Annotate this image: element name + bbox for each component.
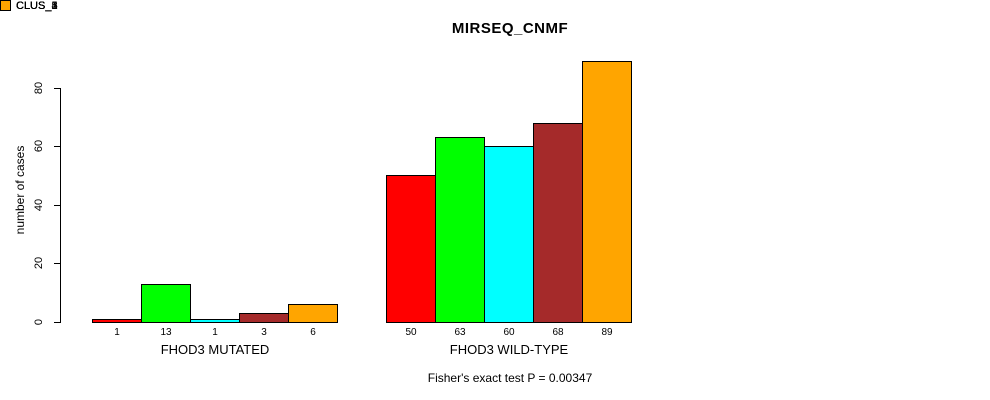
bar-clus-5-fhod3-mutated: [288, 304, 338, 323]
legend-item-clus-5: CLUS_5: [0, 0, 990, 55]
y-axis-tick: [54, 146, 60, 147]
fisher-test-annotation: Fisher's exact test P = 0.00347: [427, 371, 593, 385]
y-axis-tick: [54, 322, 60, 323]
legend-item-clus-4: CLUS_4: [0, 0, 990, 44]
legend-item-clus-2: CLUS_2: [0, 0, 990, 22]
y-axis-tick: [54, 88, 60, 89]
category-label-fhod3-wild-type: FHOD3 WILD-TYPE: [449, 342, 569, 357]
bar-clus-2-fhod3-mutated: [141, 284, 191, 323]
legend-label-clus-2: CLUS_2: [16, 0, 58, 12]
bar-value-label: 1: [212, 327, 218, 338]
bar-value-label: 50: [405, 327, 417, 338]
bar-value-label: 3: [261, 327, 267, 338]
legend-item-clus-1: CLUS_1: [0, 0, 990, 12]
legend-label-clus-1: CLUS_1: [16, 0, 58, 12]
bar-value-label: 13: [160, 327, 172, 338]
bar-value-label: 1: [114, 327, 120, 338]
bar-clus-2-fhod3-wild-type: [435, 137, 485, 323]
bar-clus-3-fhod3-wild-type: [484, 146, 534, 323]
y-axis-line: [60, 88, 61, 323]
chart-title: MIRSEQ_CNMF: [451, 20, 569, 37]
y-axis-tick: [54, 263, 60, 264]
legend-label-clus-3: CLUS_3: [16, 0, 58, 12]
category-label-fhod3-mutated: FHOD3 MUTATED: [160, 342, 270, 357]
bar-value-label: 68: [552, 327, 564, 338]
legend-swatch-clus-5: [0, 0, 11, 11]
bar-clus-4-fhod3-wild-type: [533, 123, 583, 323]
legend-label-clus-4: CLUS_4: [16, 0, 58, 12]
bar-value-label: 63: [454, 327, 466, 338]
bar-value-label: 60: [503, 327, 515, 338]
bar-clus-5-fhod3-wild-type: [582, 61, 632, 323]
bar-value-label: 6: [310, 327, 316, 338]
bar-value-label: 89: [601, 327, 613, 338]
y-axis-tick: [54, 205, 60, 206]
legend-item-clus-3: CLUS_3: [0, 0, 990, 33]
legend-label-clus-5: CLUS_5: [16, 0, 58, 12]
